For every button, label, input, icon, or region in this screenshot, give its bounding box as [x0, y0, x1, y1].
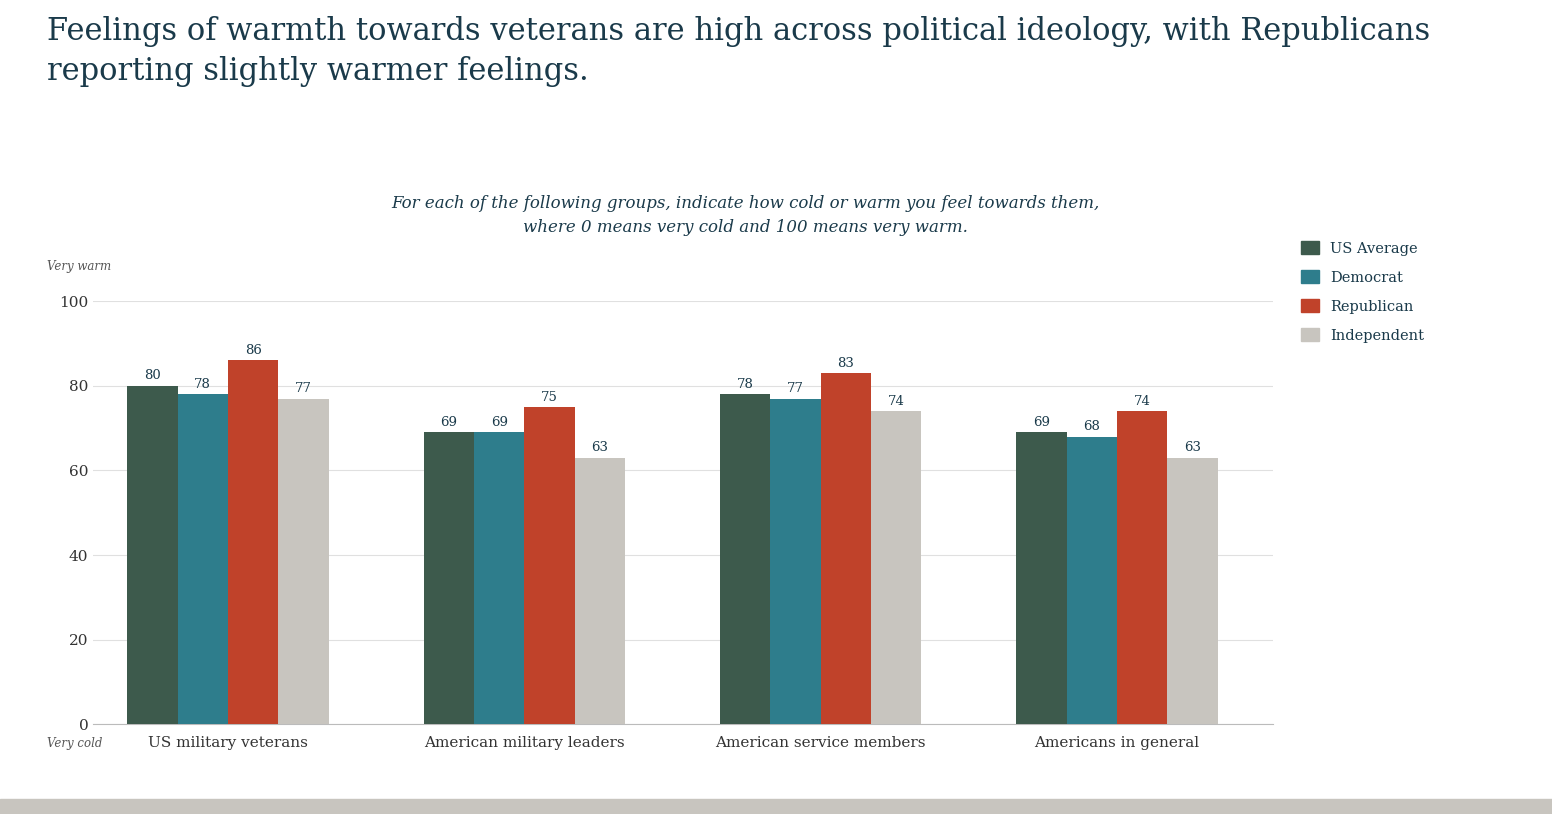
- Text: 77: 77: [295, 382, 312, 395]
- Text: 63: 63: [591, 441, 608, 454]
- Bar: [720, 394, 770, 724]
- Bar: [1167, 457, 1218, 724]
- Text: 86: 86: [245, 344, 262, 357]
- Text: 68: 68: [1083, 420, 1100, 433]
- Text: 69: 69: [1034, 416, 1051, 429]
- Text: 69: 69: [490, 416, 508, 429]
- Bar: [127, 386, 177, 724]
- Text: 69: 69: [441, 416, 458, 429]
- Bar: [278, 399, 329, 724]
- Bar: [821, 373, 871, 724]
- Bar: [228, 361, 278, 724]
- Text: 63: 63: [1184, 441, 1201, 454]
- Bar: [1117, 411, 1167, 724]
- Text: Feelings of warmth towards veterans are high across political ideology, with Rep: Feelings of warmth towards veterans are …: [47, 16, 1429, 86]
- Text: 78: 78: [737, 378, 754, 391]
- Bar: [871, 411, 922, 724]
- Text: 74: 74: [888, 395, 905, 408]
- Text: 77: 77: [787, 382, 804, 395]
- Text: For each of the following groups, indicate how cold or warm you feel towards the: For each of the following groups, indica…: [391, 195, 1099, 236]
- Text: 78: 78: [194, 378, 211, 391]
- Bar: [574, 457, 625, 724]
- Bar: [424, 432, 473, 724]
- Bar: [1017, 432, 1066, 724]
- Text: Very cold: Very cold: [47, 737, 102, 750]
- Bar: [525, 407, 574, 724]
- Bar: [770, 399, 821, 724]
- Text: 75: 75: [542, 391, 559, 404]
- Bar: [177, 394, 228, 724]
- Bar: [473, 432, 525, 724]
- Legend: US Average, Democrat, Republican, Independent: US Average, Democrat, Republican, Indepe…: [1296, 235, 1431, 348]
- Text: 83: 83: [838, 357, 854, 370]
- Text: 74: 74: [1135, 395, 1150, 408]
- Text: 80: 80: [144, 370, 161, 383]
- Text: Very warm: Very warm: [47, 260, 110, 273]
- Bar: [1066, 436, 1117, 724]
